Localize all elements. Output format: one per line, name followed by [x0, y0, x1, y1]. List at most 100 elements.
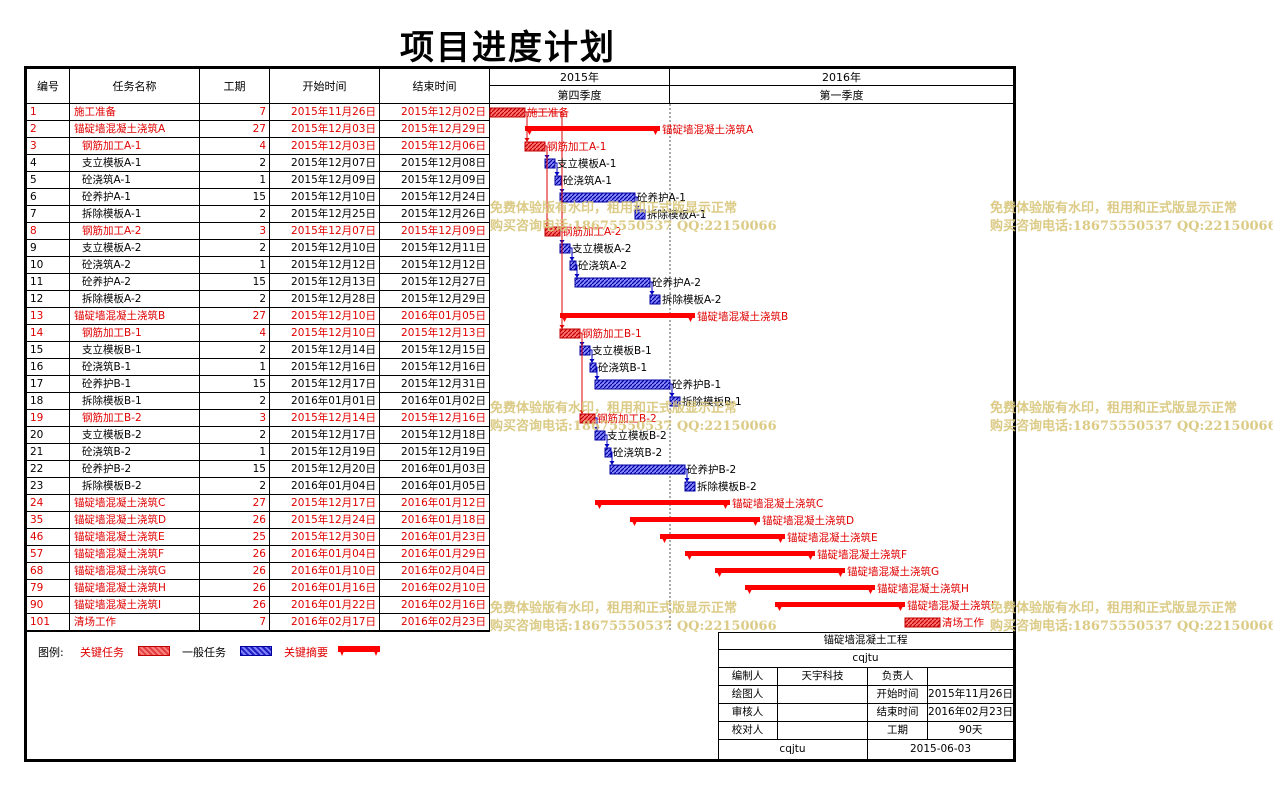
task-cell-name: 砼浇筑B-2 [70, 444, 200, 461]
task-cell-id: 5 [27, 172, 70, 189]
task-cell-start: 2015年12月10日 [270, 189, 380, 206]
title-block-editor_label: 编制人 [718, 668, 778, 686]
task-cell-start: 2015年12月03日 [270, 138, 380, 155]
bar-label: 拆除模板A-2 [662, 294, 722, 306]
task-cell-dur: 2 [200, 206, 270, 223]
title-block-end_label: 结束时间 [868, 704, 928, 722]
task-cell-start: 2015年12月14日 [270, 410, 380, 427]
watermark: 免费体验版有水印，租用和正式版显示正常 购买咨询电话:18675550537 QQ… [490, 401, 777, 434]
bar-label: 锚碇墙混凝土浇筑D [762, 515, 855, 527]
task-cell-id: 13 [27, 308, 70, 325]
task-cell-id: 9 [27, 240, 70, 257]
task-cell-dur: 7 [200, 614, 270, 631]
table-bottom-border [27, 631, 490, 632]
task-cell-id: 57 [27, 546, 70, 563]
task-cell-dur: 25 [200, 529, 270, 546]
watermark: 免费体验版有水印，租用和正式版显示正常 购买咨询电话:18675550537 QQ… [990, 201, 1273, 234]
year-2015: 2015年 [490, 69, 670, 86]
task-cell-name: 锚碇墙混凝土浇筑D [70, 512, 200, 529]
quarter-q1: 第一季度 [670, 86, 1014, 104]
year-2016: 2016年 [670, 69, 1014, 86]
task-cell-end: 2016年01月23日 [380, 529, 490, 546]
task-cell-dur: 3 [200, 223, 270, 240]
bar-label: 砼养护B-2 [687, 464, 737, 476]
task-cell-start: 2015年12月13日 [270, 274, 380, 291]
task-cell-start: 2015年12月20日 [270, 461, 380, 478]
task-cell-start: 2015年12月28日 [270, 291, 380, 308]
legend-normal-swatch [240, 646, 272, 656]
task-cell-end: 2016年01月18日 [380, 512, 490, 529]
task-cell-id: 19 [27, 410, 70, 427]
task-cell-id: 101 [27, 614, 70, 631]
watermark: 免费体验版有水印，租用和正式版显示正常 购买咨询电话:18675550537 QQ… [490, 601, 777, 634]
title-block-footer-left: cqjtu [718, 740, 868, 760]
task-cell-dur: 3 [200, 410, 270, 427]
legend-title: 图例: [38, 646, 64, 659]
task-cell-end: 2016年01月29日 [380, 546, 490, 563]
task-cell-name: 拆除模板B-2 [70, 478, 200, 495]
task-cell-start: 2015年12月03日 [270, 121, 380, 138]
task-cell-start: 2016年01月04日 [270, 546, 380, 563]
task-cell-name: 拆除模板A-2 [70, 291, 200, 308]
task-cell-start: 2015年12月10日 [270, 240, 380, 257]
page-title: 项目进度计划 [400, 28, 616, 68]
task-cell-id: 1 [27, 104, 70, 121]
task-cell-start: 2015年12月24日 [270, 512, 380, 529]
task-cell-name: 砼浇筑A-1 [70, 172, 200, 189]
task-cell-dur: 26 [200, 580, 270, 597]
task-cell-end: 2015年12月02日 [380, 104, 490, 121]
task-cell-dur: 4 [200, 325, 270, 342]
title-block-checker_label: 校对人 [718, 722, 778, 740]
bar-label: 砼养护B-1 [672, 379, 722, 391]
title-block-dur: 90天 [928, 722, 1014, 740]
column-header-end: 结束时间 [380, 69, 490, 104]
task-cell-end: 2016年02月16日 [380, 597, 490, 614]
task-cell-start: 2015年12月10日 [270, 325, 380, 342]
task-cell-dur: 2 [200, 427, 270, 444]
task-cell-dur: 26 [200, 512, 270, 529]
bar-label: 支立模板B-1 [592, 345, 652, 357]
column-header-duration: 工期 [200, 69, 270, 104]
task-cell-end: 2015年12月08日 [380, 155, 490, 172]
column-header-name: 任务名称 [70, 69, 200, 104]
task-cell-name: 锚碇墙混凝土浇筑I [70, 597, 200, 614]
bar-label: 拆除模板B-2 [697, 481, 757, 493]
bar-label: 钢筋加工A-2 [562, 226, 622, 238]
title-block-frame [718, 632, 1014, 762]
task-cell-id: 6 [27, 189, 70, 206]
task-cell-end: 2015年12月27日 [380, 274, 490, 291]
task-cell-name: 锚碇墙混凝土浇筑C [70, 495, 200, 512]
task-cell-start: 2016年02月17日 [270, 614, 380, 631]
task-cell-name: 钢筋加工A-1 [70, 138, 200, 155]
quarter-q4: 第四季度 [490, 86, 670, 104]
task-cell-end: 2016年01月12日 [380, 495, 490, 512]
bar-label: 砼浇筑B-2 [613, 447, 663, 459]
legend-summary-label: 关键摘要 [284, 646, 328, 659]
task-cell-end: 2016年01月02日 [380, 393, 490, 410]
task-cell-name: 砼养护A-2 [70, 274, 200, 291]
bar-label: 锚碇墙混凝土浇筑A [662, 124, 754, 136]
project-name: 锚碇墙混凝土工程 [718, 632, 1014, 650]
task-cell-end: 2016年02月04日 [380, 563, 490, 580]
title-block-reviewer [778, 704, 868, 722]
task-cell-start: 2015年12月16日 [270, 359, 380, 376]
task-cell-dur: 27 [200, 495, 270, 512]
task-cell-dur: 1 [200, 359, 270, 376]
task-cell-name: 钢筋加工B-1 [70, 325, 200, 342]
task-cell-name: 清场工作 [70, 614, 200, 631]
task-cell-start: 2015年12月17日 [270, 427, 380, 444]
task-cell-start: 2015年12月30日 [270, 529, 380, 546]
watermark: 免费体验版有水印，租用和正式版显示正常 购买咨询电话:18675550537 QQ… [490, 201, 777, 234]
column-header-id: 编号 [27, 69, 70, 104]
title-block-lead_label: 负责人 [868, 668, 928, 686]
task-cell-id: 15 [27, 342, 70, 359]
task-cell-dur: 2 [200, 155, 270, 172]
title-block-start_label: 开始时间 [868, 686, 928, 704]
task-cell-id: 11 [27, 274, 70, 291]
legend-critical-label: 关键任务 [80, 646, 124, 659]
task-cell-start: 2015年12月19日 [270, 444, 380, 461]
task-cell-name: 支立模板A-1 [70, 155, 200, 172]
task-cell-start: 2016年01月22日 [270, 597, 380, 614]
task-cell-dur: 7 [200, 104, 270, 121]
task-cell-name: 砼养护B-2 [70, 461, 200, 478]
